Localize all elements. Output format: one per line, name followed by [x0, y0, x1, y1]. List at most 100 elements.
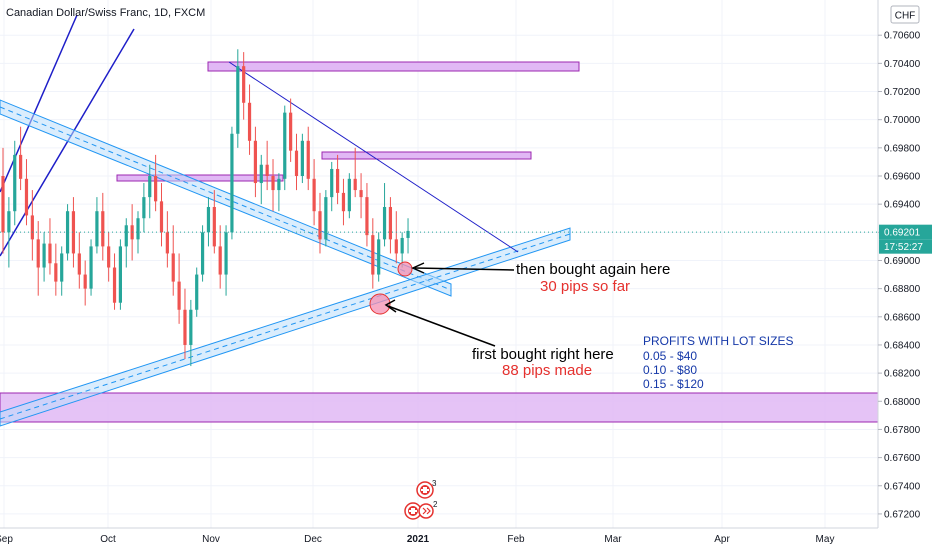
candle-down: [265, 164, 269, 176]
y-tick-label: 0.67400: [884, 481, 921, 492]
candle-down: [353, 178, 357, 191]
candle-up: [224, 232, 228, 275]
candle-down: [218, 246, 222, 275]
candle-down: [183, 309, 187, 345]
candle-up: [347, 178, 351, 212]
candle-up: [65, 211, 70, 254]
candle-down: [1, 176, 5, 233]
event-badge-top-count: 3: [432, 479, 437, 488]
y-tick-label: 0.68400: [884, 340, 921, 351]
candle-up: [283, 112, 287, 179]
y-tick-label: 0.68600: [884, 312, 921, 323]
candle-down: [36, 239, 40, 268]
candle-up: [406, 230, 410, 238]
x-tick-label: Feb: [507, 534, 525, 545]
x-tick-label: Apr: [714, 534, 730, 545]
y-tick-label: 0.68200: [884, 369, 921, 380]
support-zone-bottom: [0, 392, 879, 423]
candle-down: [54, 263, 58, 282]
candle-down: [289, 112, 293, 151]
candle-down: [159, 201, 164, 233]
candle-down: [107, 246, 111, 268]
y-tick-label: 0.67800: [884, 425, 921, 436]
candle-down: [19, 154, 23, 179]
candle-up: [7, 211, 11, 233]
candle-down: [154, 176, 158, 202]
candle-down: [271, 176, 275, 191]
candle-up: [118, 246, 122, 303]
event-badge-top[interactable]: 3: [416, 479, 437, 499]
pips-so-far-label: 30 pips so far: [540, 278, 630, 295]
candle-down: [371, 235, 375, 275]
candle-up: [189, 309, 193, 345]
event-badge-bottom[interactable]: 2: [404, 500, 438, 520]
candle-up: [13, 154, 17, 212]
candle-down: [242, 66, 246, 103]
resistance-zone-mid: [321, 151, 532, 160]
first-entry-arrow: [387, 305, 496, 347]
candle-up: [236, 66, 240, 134]
x-tick-label: 2021: [407, 534, 430, 545]
price-axis[interactable]: 0.70600 0.70400 0.70200 0.70000 0.69800 0.696…: [878, 31, 921, 521]
time-axis[interactable]: Sep Oct Nov Dec 2021 Feb Mar Apr May: [0, 534, 834, 545]
first-entry-circle: [369, 293, 391, 315]
candle-up: [95, 211, 99, 247]
first-bought-label: first bought right here: [472, 346, 614, 363]
candle-down: [388, 206, 393, 240]
candle-down: [306, 140, 310, 179]
x-tick-label: Oct: [100, 534, 116, 545]
resistance-zone-left: [116, 174, 284, 182]
y-tick-label: 0.69000: [884, 256, 921, 267]
candle-up: [324, 197, 328, 240]
first-entry-arrowhead: [384, 299, 397, 313]
candle-up: [206, 206, 211, 233]
profits-title: PROFITS WITH LOT SIZES: [643, 334, 793, 348]
candle-down: [312, 178, 316, 212]
candle-down: [247, 102, 252, 141]
y-tick-label: 0.69400: [884, 200, 921, 211]
candle-down: [365, 197, 369, 236]
descending-trendline: [228, 61, 519, 253]
candle-down: [30, 215, 34, 240]
last-price-badge: 0.69201 17:52:27: [879, 224, 932, 254]
candle-down: [101, 211, 105, 247]
event-badge-bottom-count: 2: [433, 500, 438, 509]
y-tick-label: 0.68800: [884, 284, 921, 295]
y-tick-label: 0.70000: [884, 115, 921, 126]
candle-up: [195, 274, 199, 310]
candle-up: [277, 178, 281, 191]
y-tick-label: 0.70400: [884, 59, 921, 70]
candle-down: [24, 178, 29, 216]
y-tick-label: 0.67200: [884, 509, 921, 520]
candle-up: [382, 206, 387, 240]
y-tick-label: 0.68000: [884, 397, 921, 408]
candle-down: [359, 190, 363, 198]
countdown-value: 17:52:27: [884, 242, 923, 253]
blue-channel-line-2: [0, 14, 78, 193]
candle-down: [318, 211, 322, 240]
chart-grid: [0, 0, 878, 528]
then-bought-label: then bought again here: [516, 261, 670, 278]
candle-down: [71, 211, 76, 254]
x-tick-label: Mar: [604, 534, 622, 545]
candle-down: [177, 281, 181, 310]
blue-channel-line-1: [0, 28, 135, 257]
candle-up: [230, 133, 234, 233]
candle-down: [212, 206, 216, 247]
candle-down: [335, 168, 340, 193]
chart-title: Canadian Dollar/Swiss Franc, 1D, FXCM: [6, 7, 205, 19]
candle-down: [77, 253, 81, 275]
candle-down: [253, 140, 258, 184]
candle-up: [377, 239, 381, 275]
currency-badge[interactable]: CHF: [890, 5, 920, 24]
candle-down: [112, 267, 117, 303]
candle-down: [48, 243, 52, 264]
x-tick-label: Nov: [202, 534, 220, 545]
candle-down: [171, 253, 175, 282]
candle-up: [42, 243, 46, 268]
y-tick-label: 0.67600: [884, 453, 921, 464]
pips-made-label: 88 pips made: [502, 362, 592, 379]
candle-up: [136, 218, 140, 240]
candle-up: [89, 246, 93, 289]
